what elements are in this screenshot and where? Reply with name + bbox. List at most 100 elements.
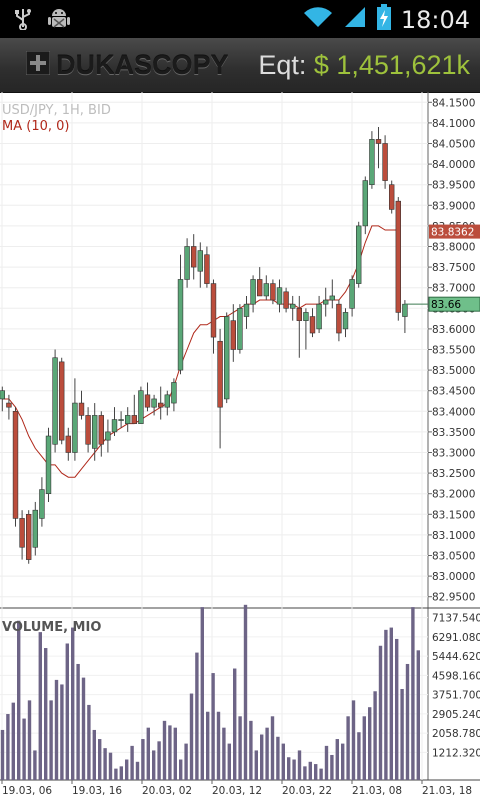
volume-bar xyxy=(22,718,26,780)
price-tick-label: 83.4000 xyxy=(432,406,475,418)
volume-bar xyxy=(243,604,248,780)
bear-candle xyxy=(6,402,12,408)
volume-bar xyxy=(362,716,366,780)
volume-bar xyxy=(60,684,64,780)
bear-candle xyxy=(336,303,342,334)
bull-candle xyxy=(92,415,98,449)
volume-tick-label: 3751.700 xyxy=(432,690,480,702)
ma-price-box xyxy=(429,224,480,239)
bear-candle xyxy=(204,254,210,284)
volume-title: VOLUME, MIO xyxy=(2,620,101,635)
volume-bar xyxy=(33,750,37,780)
clock: 18:04 xyxy=(400,5,470,34)
bear-candle xyxy=(270,283,276,301)
time-tick-label: 21.03, 18 xyxy=(422,785,472,797)
bear-candle xyxy=(375,139,382,144)
bull-candle xyxy=(177,279,184,371)
ma-indicator-label: MA (10, 0) xyxy=(2,119,69,134)
bear-candle xyxy=(217,340,223,408)
time-axis: 19.03, 06 19.03, 16 20.03, 02 20.03, 12 20.0… xyxy=(1,780,472,797)
bull-candle xyxy=(184,246,190,280)
volume-bar xyxy=(119,766,123,780)
bear-candle xyxy=(388,184,395,210)
volume-bar xyxy=(184,743,188,780)
price-tick-label: 83.5500 xyxy=(432,345,475,357)
volume-bar xyxy=(81,677,86,780)
price-tick-label: 83.3000 xyxy=(432,448,475,460)
volume-bar xyxy=(314,764,318,780)
volume-bar xyxy=(98,739,102,780)
bull-candle xyxy=(52,357,58,445)
bull-candle xyxy=(197,250,203,272)
volume-bar xyxy=(292,759,296,780)
volume-bar xyxy=(368,707,372,780)
time-tick-label: 20.03, 22 xyxy=(282,785,332,797)
volume-bar xyxy=(303,766,307,780)
volume-bar xyxy=(206,711,210,780)
volume-bar xyxy=(103,748,107,780)
price-tick-label: 83.2500 xyxy=(432,468,475,480)
bear-candle xyxy=(230,320,236,350)
volume-bar xyxy=(276,736,280,780)
bear-candle xyxy=(25,513,32,560)
volume-bar xyxy=(238,716,242,780)
volume-bar xyxy=(211,673,215,780)
bull-candle xyxy=(250,279,256,305)
dukascopy-logo[interactable]: DUKASCOPY xyxy=(25,50,229,81)
equity-label: Eqt: xyxy=(258,50,307,80)
volume-bar xyxy=(146,727,150,780)
volume-bar xyxy=(108,752,113,780)
bull-candle xyxy=(224,316,230,400)
price-tick-label: 82.9500 xyxy=(432,592,475,604)
usb-icon xyxy=(14,8,32,35)
volume-bar xyxy=(330,754,334,780)
volume-bar xyxy=(6,714,10,780)
price-tick-label: 83.4500 xyxy=(432,386,475,398)
volume-tick-label: 7137.540 xyxy=(432,613,480,625)
bear-candle xyxy=(158,402,164,408)
bear-candle xyxy=(19,518,25,548)
price-tick-label: 83.9000 xyxy=(432,200,475,212)
bear-candle xyxy=(309,316,316,334)
volume-bar xyxy=(378,645,383,780)
bull-candle xyxy=(39,489,45,519)
volume-bar xyxy=(270,716,275,780)
volume-bar xyxy=(92,729,96,780)
android-debug-icon xyxy=(48,7,70,36)
cross-logo-icon xyxy=(25,50,51,80)
volume-bar xyxy=(405,663,410,780)
price-tick-label: 83.2000 xyxy=(432,489,475,501)
volume-bar xyxy=(411,607,415,780)
bear-candle xyxy=(12,410,19,519)
bull-candle xyxy=(402,303,408,317)
time-tick-label: 19.03, 16 xyxy=(72,785,122,797)
volume-bar xyxy=(287,757,291,780)
volume-bar xyxy=(400,688,404,780)
volume-bar xyxy=(125,759,129,780)
volume-bar xyxy=(249,720,253,780)
price-chart[interactable]: 84.1500 84.1000 84.0500 84.0000 83.9500 83.90… xyxy=(0,92,480,800)
volume-bar xyxy=(168,725,172,780)
volume-tick-label: 1212.320 xyxy=(432,747,480,759)
candles-layer xyxy=(0,127,408,564)
price-tick-label: 83.1000 xyxy=(432,530,475,542)
price-tick-label: 83.0500 xyxy=(432,551,475,563)
price-tick-label: 84.1500 xyxy=(432,97,475,109)
bear-candle xyxy=(191,246,197,268)
volume-tick-label: 6291.080 xyxy=(432,632,480,644)
wifi-icon xyxy=(303,5,333,34)
time-tick-label: 20.03, 12 xyxy=(212,785,262,797)
bull-candle xyxy=(111,419,118,433)
bear-candle xyxy=(58,361,65,441)
volume-bar xyxy=(233,668,237,780)
price-tick-label: 83.1500 xyxy=(432,509,475,521)
volume-bar xyxy=(11,702,15,780)
price-tick-label: 83.5000 xyxy=(432,365,475,377)
price-tick-label: 84.0000 xyxy=(432,159,475,171)
bull-candle xyxy=(349,279,355,309)
volume-tick-label: 2058.780 xyxy=(432,728,480,740)
volume-bar xyxy=(227,743,231,780)
equity-display[interactable]: Eqt: $ 1,451,621k xyxy=(258,50,470,81)
volume-bar xyxy=(44,648,48,780)
bull-candle xyxy=(355,225,362,284)
